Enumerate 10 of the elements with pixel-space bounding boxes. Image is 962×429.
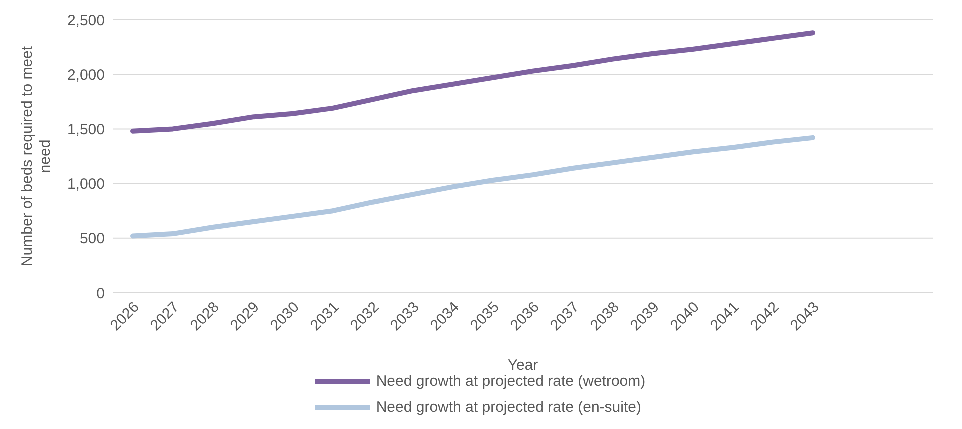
y-tick-label: 0 (96, 285, 105, 302)
y-tick-label: 1,500 (67, 122, 105, 139)
y-tick-label: 2,500 (67, 12, 105, 30)
y-axis-title: Number of beds required to meet need (19, 46, 54, 267)
y-tick-label: 1,000 (67, 176, 105, 194)
y-tick-label: 500 (80, 230, 105, 248)
x-axis-title: Year (508, 357, 538, 374)
legend-label: Need growth at projected rate (en-suite) (376, 398, 642, 416)
legend-label: Need growth at projected rate (wetroom) (376, 372, 646, 390)
y-tick-label: 2,000 (67, 66, 105, 84)
